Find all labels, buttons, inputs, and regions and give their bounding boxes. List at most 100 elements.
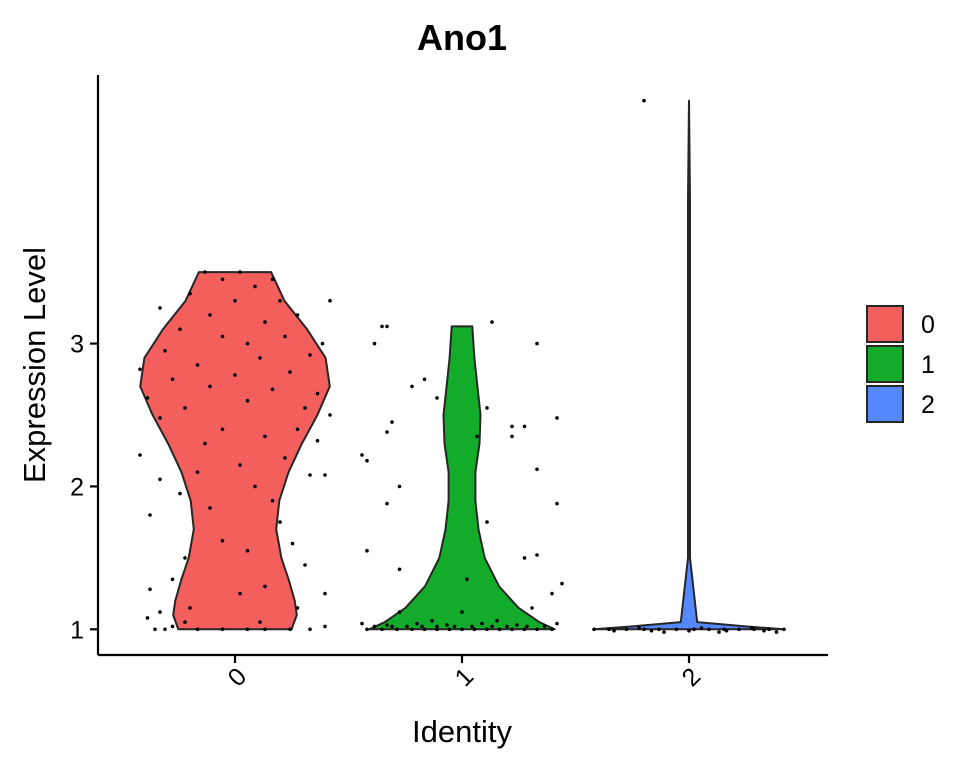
data-point: [430, 618, 434, 623]
data-point: [612, 628, 616, 633]
data-point: [270, 498, 275, 503]
data-point: [233, 373, 237, 377]
data-point: [295, 313, 300, 317]
y-tick-label: 2: [70, 473, 84, 501]
data-point: [385, 623, 389, 627]
data-point: [782, 627, 786, 632]
legend-label: 2: [921, 391, 935, 419]
data-point: [195, 363, 200, 367]
data-point: [390, 624, 394, 629]
data-point: [607, 627, 611, 632]
data-point: [323, 591, 327, 596]
data-point: [707, 627, 711, 632]
data-point: [145, 616, 150, 620]
data-point: [465, 577, 469, 582]
x-tick-label: 1: [450, 663, 480, 693]
data-point: [555, 416, 559, 420]
data-point: [774, 630, 779, 634]
data-point: [435, 627, 439, 632]
data-point: [510, 627, 514, 632]
data-point: [510, 434, 514, 439]
data-point: [525, 624, 529, 629]
violin-2: [593, 99, 785, 631]
data-point: [435, 624, 439, 629]
data-point: [535, 467, 539, 472]
data-point: [320, 341, 325, 346]
data-point: [163, 348, 167, 353]
data-point: [253, 284, 257, 289]
data-point: [308, 627, 312, 632]
data-point: [308, 473, 312, 477]
data-point: [485, 406, 489, 410]
data-point: [555, 501, 559, 506]
x-ticks-group: 0 1 2: [223, 655, 707, 693]
violins-group: [139, 99, 785, 631]
data-point: [385, 501, 389, 506]
legend-swatch: [866, 305, 904, 343]
data-point: [138, 453, 142, 457]
data-point: [380, 627, 384, 632]
data-point: [270, 387, 275, 392]
data-point: [328, 298, 332, 303]
data-point: [395, 627, 399, 632]
legend-swatch: [866, 385, 904, 423]
data-point: [238, 591, 242, 596]
data-point: [749, 626, 754, 630]
data-point: [435, 396, 439, 400]
data-point: [495, 618, 499, 623]
data-point: [328, 413, 332, 417]
data-point: [397, 610, 402, 614]
data-point: [283, 334, 287, 339]
data-point: [762, 628, 766, 633]
data-point: [308, 353, 312, 357]
data-point: [657, 627, 661, 632]
data-point: [410, 384, 414, 389]
data-point: [278, 520, 282, 524]
data-point: [460, 610, 464, 614]
data-point: [288, 627, 292, 632]
data-point: [490, 624, 494, 629]
data-point: [390, 420, 394, 424]
data-point: [188, 291, 192, 296]
data-point: [178, 491, 182, 496]
data-point: [148, 587, 152, 592]
data-point: [263, 584, 267, 589]
data-point: [170, 377, 175, 382]
data-point: [662, 630, 666, 634]
data-point: [263, 627, 267, 632]
data-point: [183, 620, 187, 624]
data-point: [452, 624, 457, 629]
data-point: [290, 541, 295, 546]
data-point: [445, 623, 449, 627]
legend: 0 1 2: [866, 305, 935, 423]
data-point: [253, 484, 257, 489]
data-point: [183, 556, 187, 560]
data-point: [303, 563, 307, 567]
x-tick-label: 2: [677, 663, 707, 693]
data-point: [365, 627, 369, 632]
data-point: [295, 606, 300, 610]
data-point: [397, 567, 402, 572]
data-point: [245, 341, 250, 346]
data-point: [692, 627, 696, 632]
data-point: [158, 610, 162, 614]
data-point: [220, 538, 225, 543]
data-point: [303, 406, 307, 410]
data-point: [360, 453, 364, 457]
data-point: [470, 624, 474, 629]
data-point: [208, 506, 212, 510]
data-point: [510, 424, 514, 429]
data-point: [649, 628, 654, 633]
legend-swatch: [866, 345, 904, 383]
data-point: [717, 630, 721, 634]
data-point: [315, 391, 320, 396]
data-point: [245, 627, 250, 632]
data-point: [195, 627, 200, 632]
data-point: [233, 298, 237, 303]
data-point: [485, 627, 489, 632]
data-point: [138, 367, 142, 372]
data-point: [515, 623, 519, 627]
data-point: [642, 98, 646, 103]
y-axis-label: Expression Level: [17, 247, 52, 483]
